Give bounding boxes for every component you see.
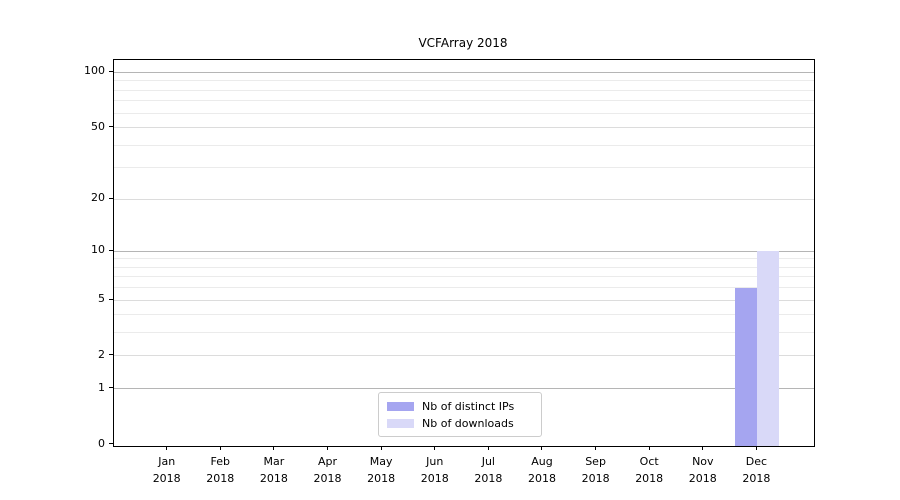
x-tick-mark — [755, 446, 757, 450]
legend: Nb of distinct IPs Nb of downloads — [378, 392, 542, 437]
gridline-mid — [114, 198, 814, 200]
x-tick-year: 2018 — [367, 472, 396, 486]
gridline-minor — [114, 266, 814, 268]
y-tick-label: 100 — [84, 64, 105, 78]
x-tick-label: Apr 2018 — [298, 453, 358, 487]
x-tick-label: Mar 2018 — [244, 453, 304, 487]
x-tick-mark — [166, 446, 168, 450]
x-tick-year: 2018 — [152, 472, 181, 486]
x-tick-mark — [380, 446, 382, 450]
x-tick-year: 2018 — [420, 472, 449, 486]
y-tick-mark — [109, 70, 113, 72]
gridline-minor — [114, 144, 814, 146]
x-tick-mark — [648, 446, 650, 450]
x-tick-year: 2018 — [635, 472, 664, 486]
chart-title: VCFArray 2018 — [418, 36, 508, 50]
x-tick-year: 2018 — [206, 472, 235, 486]
legend-label-downloads: Nb of downloads — [422, 416, 514, 430]
gridline-mid — [114, 299, 814, 301]
gridline-mid — [114, 355, 814, 357]
x-tick-year: 2018 — [742, 472, 771, 486]
legend-label-distinct-ips: Nb of distinct IPs — [422, 399, 515, 413]
x-tick-label: Jun 2018 — [405, 453, 465, 487]
x-tick-mark — [327, 446, 329, 450]
x-tick-label: Jul 2018 — [458, 453, 518, 487]
gridline-decade — [114, 388, 814, 390]
x-tick-year: 2018 — [688, 472, 717, 486]
y-tick-mark — [109, 249, 113, 251]
x-tick-month: May — [369, 455, 393, 468]
x-tick-mark — [702, 446, 704, 450]
bar-nb-of-distinct-ips — [735, 287, 758, 446]
y-tick-label: 10 — [91, 243, 105, 257]
legend-item-distinct-ips: Nb of distinct IPs — [387, 400, 533, 413]
gridline-minor — [114, 80, 814, 82]
y-tick-mark — [109, 443, 113, 444]
gridline-minor — [114, 89, 814, 91]
x-tick-month: Nov — [692, 455, 714, 468]
gridline-decade — [114, 71, 814, 73]
legend-item-downloads: Nb of downloads — [387, 417, 533, 430]
x-tick-month: Sep — [585, 455, 606, 468]
y-tick-label: 2 — [98, 347, 105, 361]
x-tick-month: Jul — [481, 455, 495, 468]
gridline-minor — [114, 100, 814, 102]
x-tick-mark — [434, 446, 436, 450]
x-tick-year: 2018 — [313, 472, 342, 486]
y-tick-label: 50 — [91, 119, 105, 133]
bar-nb-of-downloads — [757, 251, 780, 446]
y-tick-label: 20 — [91, 191, 105, 205]
x-tick-label: Aug 2018 — [512, 453, 572, 487]
y-tick-label: 5 — [98, 292, 105, 306]
x-tick-month: Oct — [639, 455, 659, 468]
x-tick-label: Dec 2018 — [726, 453, 786, 487]
x-tick-label: Oct 2018 — [619, 453, 679, 487]
x-tick-mark — [273, 446, 275, 450]
y-tick-mark — [109, 387, 113, 389]
legend-swatch-distinct-ips — [387, 401, 414, 411]
x-tick-year: 2018 — [527, 472, 556, 486]
gridline-minor — [114, 167, 814, 169]
x-tick-mark — [487, 446, 489, 450]
x-tick-month: Dec — [745, 455, 768, 468]
y-tick-mark — [109, 197, 113, 199]
x-tick-mark — [541, 446, 543, 450]
gridline-minor — [114, 287, 814, 289]
gridline-mid — [114, 127, 814, 129]
x-tick-month: Feb — [210, 455, 231, 468]
x-tick-mark — [219, 446, 221, 450]
x-tick-month: Jan — [158, 455, 176, 468]
gridline-minor — [114, 332, 814, 334]
x-tick-label: Feb 2018 — [190, 453, 250, 487]
x-tick-month: Apr — [318, 455, 338, 468]
x-tick-label: May 2018 — [351, 453, 411, 487]
x-tick-label: Sep 2018 — [566, 453, 626, 487]
y-tick-label: 1 — [98, 380, 105, 394]
y-tick-mark — [109, 354, 113, 356]
x-tick-month: Mar — [263, 455, 285, 468]
x-tick-label: Jan 2018 — [137, 453, 197, 487]
gridline-minor — [114, 314, 814, 316]
legend-swatch-downloads — [387, 418, 414, 428]
x-tick-month: Aug — [531, 455, 553, 468]
x-tick-mark — [595, 446, 597, 450]
plot-area — [113, 59, 815, 447]
y-tick-mark — [109, 126, 113, 128]
y-tick-label: 0 — [98, 436, 105, 450]
x-tick-year: 2018 — [474, 472, 503, 486]
x-tick-month: Jun — [426, 455, 444, 468]
y-tick-mark — [109, 298, 113, 300]
gridline-minor — [114, 112, 814, 114]
x-tick-label: Nov 2018 — [673, 453, 733, 487]
x-tick-year: 2018 — [581, 472, 610, 486]
gridline-minor — [114, 276, 814, 278]
gridline-minor — [114, 258, 814, 260]
gridline-decade — [114, 250, 814, 252]
x-tick-year: 2018 — [259, 472, 288, 486]
